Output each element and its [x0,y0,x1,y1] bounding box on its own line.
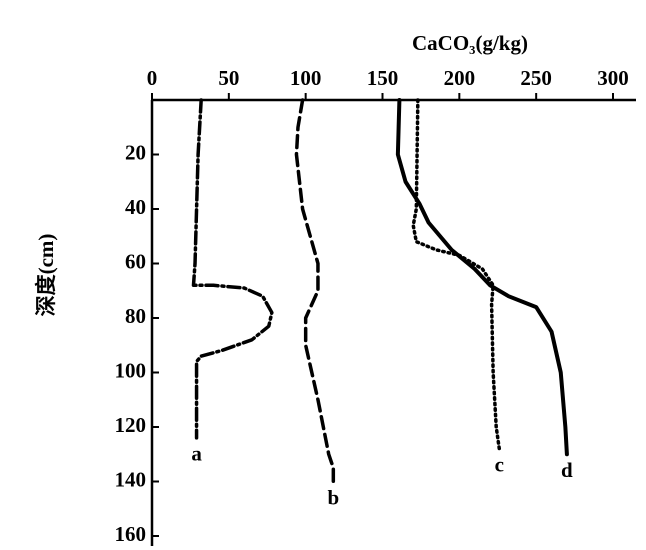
x-tick-label: 250 [520,66,552,90]
y-tick-label: 120 [115,413,147,437]
series-line [411,98,502,451]
series-label: c [495,453,504,477]
y-tick-label: 40 [125,195,146,219]
y-tick-label: 60 [125,249,146,273]
x-tick-label: 0 [147,66,158,90]
series-label: b [327,485,339,509]
series-label: d [561,458,573,482]
series-label: a [191,442,202,466]
y-axis-label: 深度(cm) [34,234,58,317]
x-tick-label: 200 [444,66,476,90]
y-tick-label: 100 [115,358,147,382]
x-tick-label: 150 [367,66,399,90]
series-line [294,98,336,484]
x-tick-label: 50 [218,66,239,90]
x-axis-label: CaCO₃(g/kg) [412,31,528,55]
y-tick-label: 80 [125,304,146,328]
x-tick-label: 300 [597,66,629,90]
series-line [395,98,569,457]
x-tick-label: 100 [290,66,322,90]
y-tick-label: 140 [115,467,147,491]
y-tick-label: 20 [125,140,146,164]
series-line [191,98,274,440]
y-tick-label: 160 [115,522,147,546]
